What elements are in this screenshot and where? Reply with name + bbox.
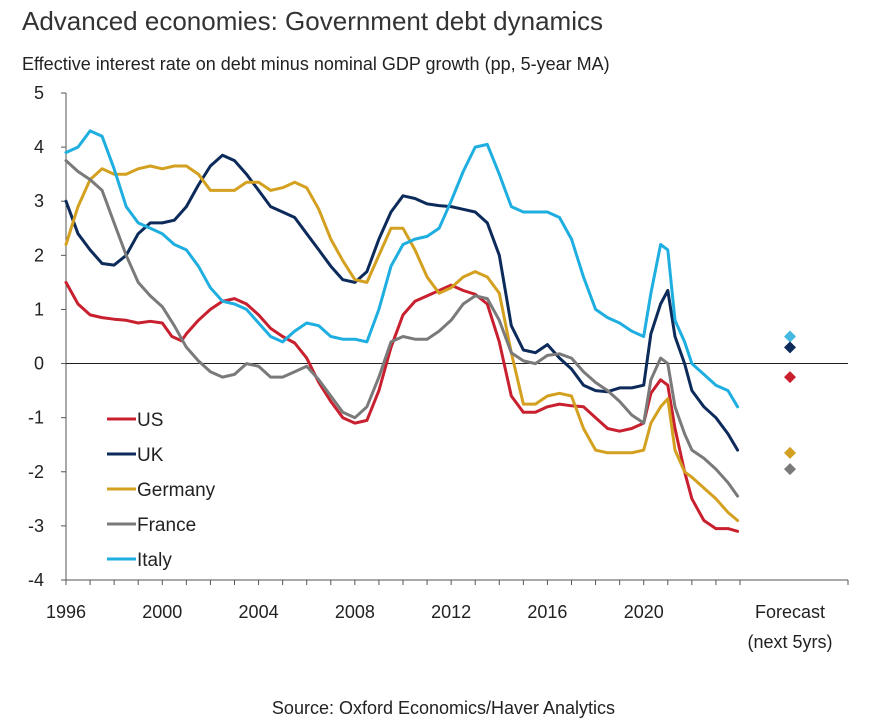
- y-tick-label: -4: [28, 570, 44, 590]
- forecast-marker-germany: [784, 446, 796, 459]
- y-tick-label: 0: [34, 354, 44, 374]
- x-tick-label: 2008: [335, 602, 375, 622]
- y-tick-label: 1: [34, 299, 44, 319]
- series-layer: [64, 129, 740, 533]
- x-tick-label: 1996: [46, 602, 86, 622]
- y-tick-label: -2: [28, 462, 44, 482]
- forecast-marker-france: [784, 463, 796, 476]
- forecast-label: (next 5yrs): [747, 632, 832, 652]
- forecast-label: Forecast: [755, 602, 825, 622]
- legend-label-uk: UK: [137, 445, 164, 466]
- y-tick-label: 4: [34, 137, 44, 157]
- chart-title: Advanced economies: Government debt dyna…: [22, 6, 603, 36]
- x-tick-label: 2020: [624, 602, 664, 622]
- forecast-marker-uk: [784, 341, 796, 354]
- y-tick-label: 2: [34, 245, 44, 265]
- forecast-marker-us: [784, 371, 796, 384]
- legend-label-germany: Germany: [137, 480, 216, 501]
- legend-label-italy: Italy: [137, 550, 172, 571]
- y-tick-label: 3: [34, 191, 44, 211]
- series-line-germany: [64, 164, 740, 522]
- x-tick-label: 2016: [527, 602, 567, 622]
- y-tick-label: -3: [28, 516, 44, 536]
- series-line-france: [64, 159, 740, 498]
- x-tick-label: 2012: [431, 602, 471, 622]
- y-tick-label: 5: [34, 83, 44, 103]
- legend-label-france: France: [137, 515, 196, 536]
- chart-subtitle: Effective interest rate on debt minus no…: [22, 54, 610, 74]
- y-tick-label: -1: [28, 408, 44, 428]
- forecast-layer: [784, 330, 796, 476]
- forecast-marker-italy: [784, 330, 796, 343]
- x-tick-label: 2004: [239, 602, 279, 622]
- legend-label-us: US: [137, 410, 163, 431]
- x-tick-label: 2000: [142, 602, 182, 622]
- series-line-italy: [64, 129, 740, 409]
- series-line-uk: [64, 153, 740, 452]
- source-note: Source: Oxford Economics/Haver Analytics: [271, 698, 616, 718]
- legend: US UK Germany France Italy: [107, 410, 216, 571]
